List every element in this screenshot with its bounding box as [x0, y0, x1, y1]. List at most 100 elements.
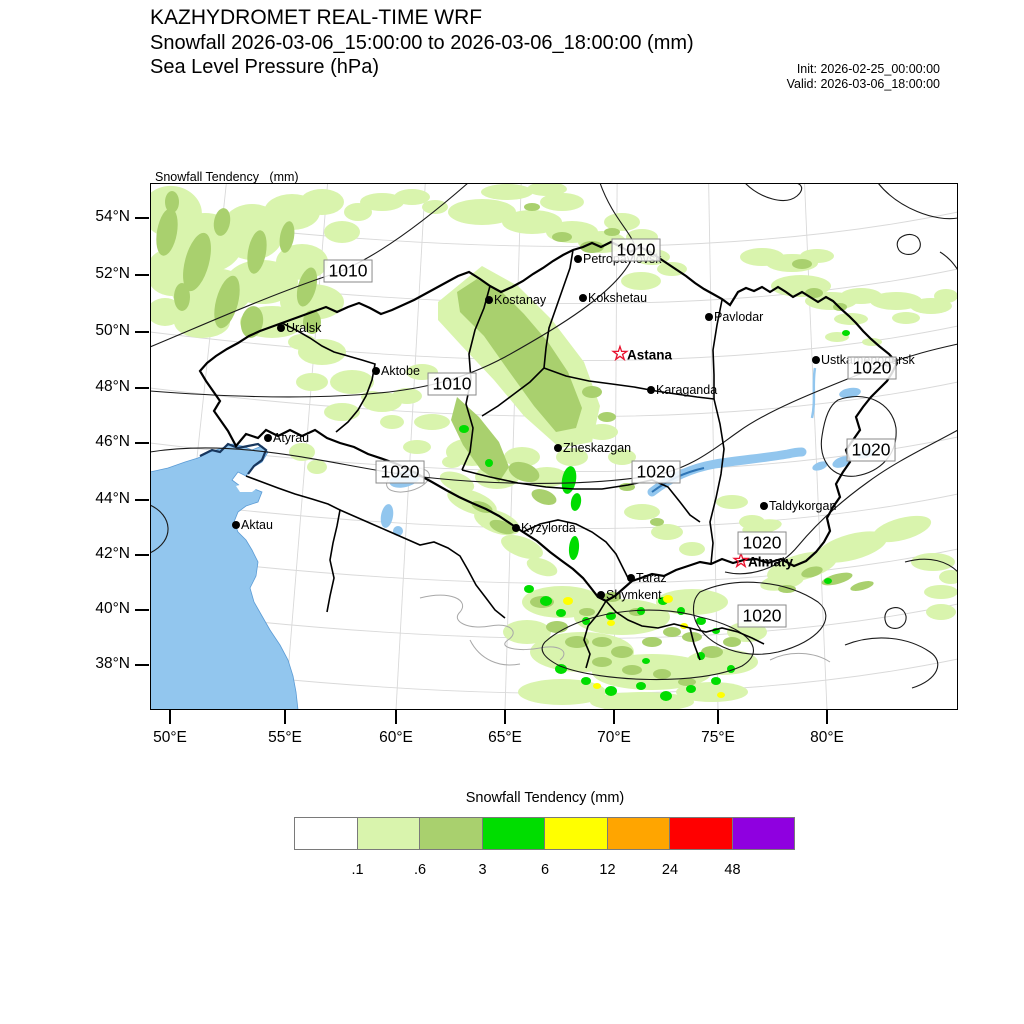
snowfall-patch [842, 330, 850, 336]
snowfall-patch [531, 489, 557, 505]
lon-tick-label: 80°E [810, 729, 844, 746]
lon-tick-mark [284, 710, 286, 724]
snowfall-patch [247, 230, 267, 274]
snowfall-patch [459, 425, 469, 433]
snowfall-patch [240, 306, 264, 338]
snowfall-patch [563, 597, 573, 605]
snowfall-patch [622, 665, 642, 675]
city-label: Zheskazgan [563, 441, 632, 455]
city-label: Taldykorgan [769, 499, 837, 513]
snowfall-patch [717, 692, 725, 698]
snowfall-patch [621, 272, 661, 290]
snowfall-patch [911, 553, 955, 571]
lon-tick-label: 60°E [379, 729, 413, 746]
snowfall-patch [540, 596, 552, 606]
snowfall-patch [801, 566, 823, 578]
capital-star-icon: ☆ [732, 550, 750, 573]
lat-tick-label: 52°N [95, 265, 130, 282]
map-annotations: PetropavlovskKostanayKokshetauPavlodar☆A… [150, 183, 958, 710]
colorbar-cell [481, 817, 545, 850]
snowfall-patch [924, 585, 958, 599]
colorbar-tick-label: 12 [599, 862, 616, 878]
snowfall-patch [380, 415, 404, 429]
lat-tick-mark [135, 331, 149, 333]
snowfall-patch [686, 685, 696, 693]
snowfall-patch [678, 678, 696, 686]
capital-star-icon: ☆ [611, 343, 629, 366]
snowfall-patch [651, 524, 683, 540]
snowfall-shading-medium [156, 191, 874, 686]
snowfall-patch [503, 620, 551, 644]
colorbar-cell [669, 817, 733, 850]
snowfall-patch [892, 312, 920, 324]
snowfall-patch [485, 459, 493, 467]
snowfall-patch [279, 221, 295, 253]
city-label: Kokshetau [588, 291, 648, 305]
lon-tick-mark [169, 710, 171, 724]
snowfall-patch [660, 691, 672, 701]
city-label: Aktobe [381, 364, 420, 378]
lat-tick-label: 54°N [95, 208, 130, 225]
legend-snowfall-tendency: Snowfall Tendency (mm) [155, 170, 299, 184]
snowfall-patch [624, 504, 660, 520]
lat-tick-label: 44°N [95, 490, 130, 507]
lon-tick-label: 75°E [701, 729, 735, 746]
colorbar-cell [731, 817, 795, 850]
snowfall-patch [324, 221, 360, 243]
lon-tick-mark [613, 710, 615, 724]
colorbar-tick-label: 3 [478, 862, 487, 878]
lat-tick-mark [135, 274, 149, 276]
colorbar-cell [606, 817, 670, 850]
snowfall-patch [165, 191, 179, 213]
snowfall-patch [502, 210, 562, 234]
city-dot [574, 255, 582, 263]
colorbar-tick-label: .6 [413, 862, 427, 878]
snowfall-patch [593, 683, 601, 689]
kazakhstan-border [198, 240, 899, 603]
meridian-line [504, 183, 522, 710]
caspian-north-coast [199, 442, 268, 475]
city-label: Kyzylorda [521, 521, 576, 535]
snowfall-patch [701, 646, 723, 658]
snowfall-patch [555, 664, 567, 674]
snowfall-shading-intense [563, 595, 725, 698]
city-label: Karaganda [656, 383, 718, 397]
tyub-karagan-peninsula [236, 482, 260, 492]
city-dot [647, 386, 655, 394]
city-label: Pavlodar [714, 310, 764, 324]
colorbar-tick-label: 48 [724, 862, 741, 878]
capital-city-label: Almaty [748, 554, 794, 570]
init-time: Init: 2026-02-25_00:00:00 [796, 62, 940, 76]
colorbar-cell [419, 817, 483, 850]
snowfall-patch [716, 495, 748, 509]
lon-tick-mark [717, 710, 719, 724]
snowfall-patch [556, 609, 566, 617]
snowfall-shading-heavy [459, 330, 850, 701]
snowfall-patch [403, 440, 431, 454]
snowfall-patch [481, 184, 533, 200]
colorbar [294, 817, 795, 850]
snowfall-patch [792, 259, 812, 269]
snowfall-patch [642, 637, 662, 647]
colorbar-cell [544, 817, 608, 850]
snowfall-patch [723, 637, 741, 647]
snowfall-patch [872, 515, 932, 543]
lat-tick-mark [135, 442, 149, 444]
meridian-line [708, 183, 719, 710]
lon-tick-mark [826, 710, 828, 724]
snowfall-patch [213, 208, 231, 236]
snowfall-patch [280, 284, 344, 320]
parallel-line [150, 493, 958, 530]
snowfall-patch [934, 289, 958, 303]
city-dot [277, 324, 285, 332]
colorbar-cell [294, 817, 358, 850]
snowfall-patch [565, 636, 589, 648]
snowfall-subtitle: Snowfall 2026-03-06_15:00:00 to 2026-03-… [150, 32, 694, 54]
snowfall-patch [556, 448, 588, 466]
snowfall-patch [579, 608, 595, 616]
city-dot [705, 313, 713, 321]
snowfall-patch [663, 595, 673, 603]
lat-tick-mark [135, 664, 149, 666]
lon-tick-mark [504, 710, 506, 724]
